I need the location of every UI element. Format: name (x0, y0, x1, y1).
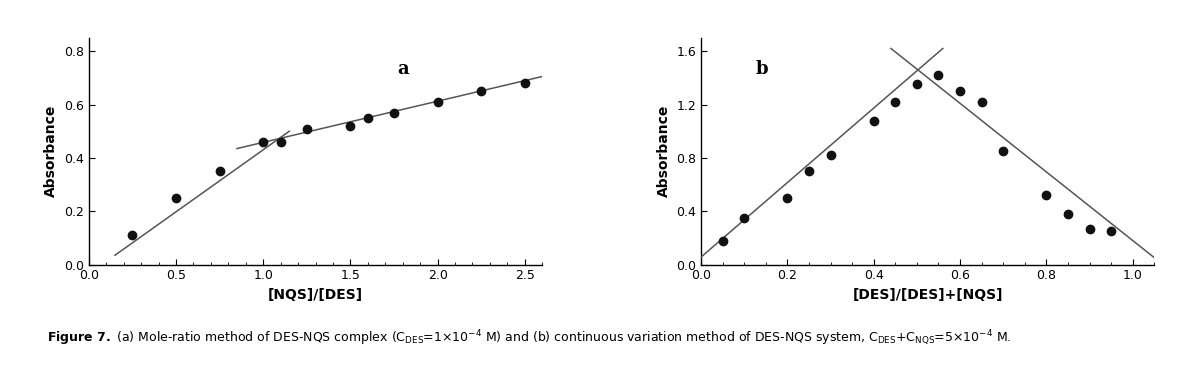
Text: a: a (397, 60, 408, 79)
Y-axis label: Absorbance: Absorbance (44, 105, 58, 197)
Text: $\mathbf{Figure\ 7.}$ (a) Mole-ratio method of DES-NQS complex (C$_\mathregular{: $\mathbf{Figure\ 7.}$ (a) Mole-ratio met… (47, 329, 1012, 348)
X-axis label: [NQS]/[DES]: [NQS]/[DES] (268, 288, 363, 302)
Y-axis label: Absorbance: Absorbance (657, 105, 670, 197)
X-axis label: [DES]/[DES]+[NQS]: [DES]/[DES]+[NQS] (852, 288, 1003, 302)
Text: b: b (755, 60, 768, 79)
